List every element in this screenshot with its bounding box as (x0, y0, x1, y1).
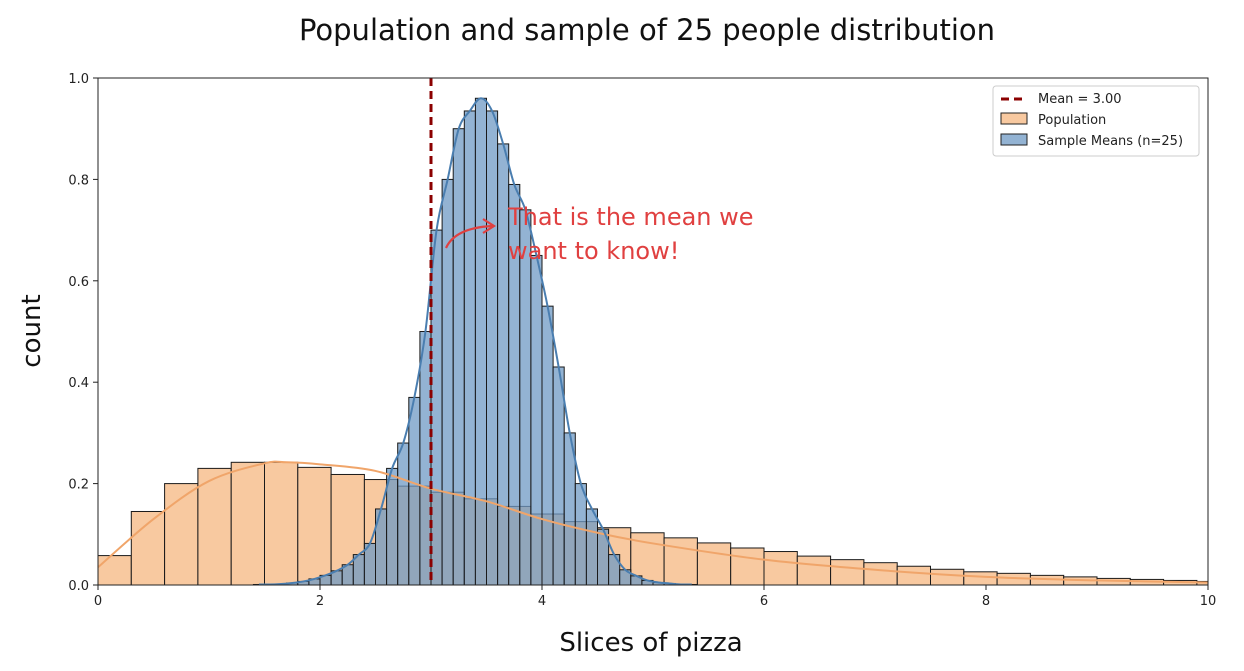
x-tick-label: 0 (94, 594, 102, 609)
bar (696, 542, 732, 586)
bar (541, 305, 554, 586)
legend-sample-label: Sample Means (n=25) (1038, 134, 1183, 149)
plot-frame (97, 77, 1209, 586)
x-tick-label: 10 (1200, 594, 1217, 609)
bar (264, 461, 299, 586)
y-tick-label: 0.4 (68, 376, 89, 391)
legend-sample-swatch (1000, 133, 1028, 146)
bar (486, 110, 499, 586)
population-kde-line (97, 460, 1209, 584)
annotation-line-2: want to know! (508, 237, 679, 265)
bar (408, 396, 421, 586)
bar (297, 466, 332, 586)
bar (730, 547, 765, 586)
bar (164, 483, 199, 586)
bar (830, 559, 865, 586)
bar (452, 128, 465, 586)
annotation: That is the mean we want to know! (444, 203, 754, 265)
bar (608, 554, 621, 586)
population-bars (97, 461, 1209, 586)
annotation-arrowhead (482, 218, 497, 234)
bar (930, 568, 965, 586)
chart-title: Population and sample of 25 people distr… (299, 13, 995, 47)
y-tick-label: 0.0 (68, 579, 89, 594)
y-axis-label: count (17, 294, 47, 367)
bar (530, 254, 543, 586)
bar (763, 551, 798, 586)
legend-population-label: Population (1038, 113, 1106, 128)
x-axis-ticks: 0 2 4 6 8 10 (94, 585, 1216, 609)
x-tick-label: 4 (538, 594, 546, 609)
sample-kde-line (258, 97, 692, 586)
bar (896, 565, 932, 586)
bar (663, 537, 698, 586)
bar (574, 483, 587, 586)
bar (463, 110, 476, 586)
bar (552, 366, 565, 586)
bar (419, 331, 432, 586)
x-tick-label: 6 (760, 594, 768, 609)
legend-population-swatch (1000, 112, 1028, 125)
x-tick-label: 2 (316, 594, 324, 609)
bar (97, 555, 132, 586)
bar (430, 229, 443, 586)
bar (197, 467, 232, 586)
legend-mean-label: Mean = 3.00 (1038, 92, 1122, 107)
y-tick-label: 1.0 (68, 72, 89, 87)
bar (585, 508, 599, 586)
y-tick-label: 0.8 (68, 173, 89, 188)
bar (386, 467, 399, 586)
bar (474, 97, 487, 586)
y-tick-label: 0.6 (68, 275, 89, 290)
y-axis-ticks: 0.0 0.2 0.4 0.6 0.8 1.0 (68, 72, 98, 594)
legend: Mean = 3.00 Population Sample Means (n=2… (992, 85, 1200, 157)
bar (519, 209, 532, 586)
y-tick-label: 0.2 (68, 478, 89, 493)
bar (963, 571, 998, 586)
x-axis-label: Slices of pizza (559, 628, 742, 658)
x-tick-label: 8 (982, 594, 990, 609)
bar (863, 562, 898, 586)
annotation-arrow (444, 224, 493, 249)
bar (796, 555, 832, 586)
legend-box (992, 85, 1200, 157)
bar (230, 461, 265, 586)
bar (397, 442, 410, 586)
annotation-line-1: That is the mean we (507, 203, 754, 231)
